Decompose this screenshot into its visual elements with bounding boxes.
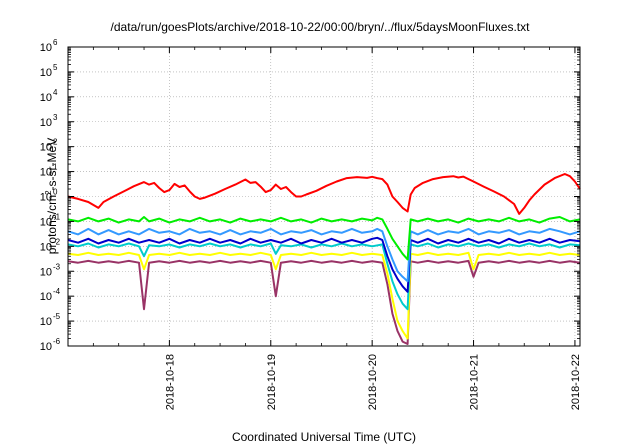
y-tick-label: 10 — [40, 216, 52, 228]
y-tick-exponent: -3 — [53, 262, 61, 271]
series-line-5 — [67, 251, 581, 340]
y-tick-label: 10 — [40, 117, 52, 129]
y-tick-exponent: -4 — [53, 287, 61, 296]
y-tick-exponent: 6 — [53, 38, 58, 47]
y-tick-exponent: 4 — [53, 88, 58, 97]
y-tick-label: 10 — [40, 167, 52, 179]
series-line-4 — [67, 242, 581, 311]
x-tick-label: 2018-10-19 — [266, 354, 278, 410]
series-line-6 — [67, 259, 581, 345]
y-tick-label: 10 — [40, 192, 52, 204]
y-tick-exponent: -5 — [53, 312, 61, 321]
y-tick-exponent: -2 — [53, 237, 61, 246]
y-tick-label: 10 — [40, 291, 52, 303]
y-tick-label: 10 — [40, 142, 52, 154]
axis-layer: 10 -610 -510 -410 -310 -210 -110 010 110 210 310 41… — [40, 38, 582, 410]
y-tick-label: 10 — [40, 92, 52, 104]
series-layer — [67, 173, 581, 345]
y-tick-exponent: 3 — [53, 113, 58, 122]
series-line-0 — [67, 173, 581, 215]
y-tick-exponent: 0 — [53, 188, 58, 197]
y-tick-label: 10 — [40, 241, 52, 253]
y-tick-label: 10 — [40, 67, 52, 79]
x-tick-label: 2018-10-22 — [570, 354, 582, 410]
y-tick-label: 10 — [40, 341, 52, 353]
y-tick-label: 10 — [40, 266, 52, 278]
series-line-2 — [67, 227, 581, 283]
y-tick-exponent: 1 — [53, 163, 58, 172]
y-tick-label: 10 — [40, 42, 52, 54]
y-tick-exponent: -1 — [53, 212, 61, 221]
x-tick-label: 2018-10-20 — [367, 354, 379, 410]
grid-layer — [68, 47, 580, 346]
series-line-3 — [67, 236, 581, 293]
y-tick-label: 10 — [40, 316, 52, 328]
x-axis-label: Coordinated Universal Time (UTC) — [231, 430, 417, 444]
chart-title: /data/run/goesPlots/archive/2018-10-22/0… — [110, 20, 530, 34]
y-tick-exponent: 5 — [53, 63, 58, 72]
y-tick-exponent: 2 — [53, 138, 58, 147]
series-line-1 — [67, 216, 581, 261]
y-tick-exponent: -6 — [53, 337, 61, 346]
x-tick-label: 2018-10-21 — [469, 354, 481, 410]
x-tick-label: 2018-10-18 — [164, 354, 176, 410]
